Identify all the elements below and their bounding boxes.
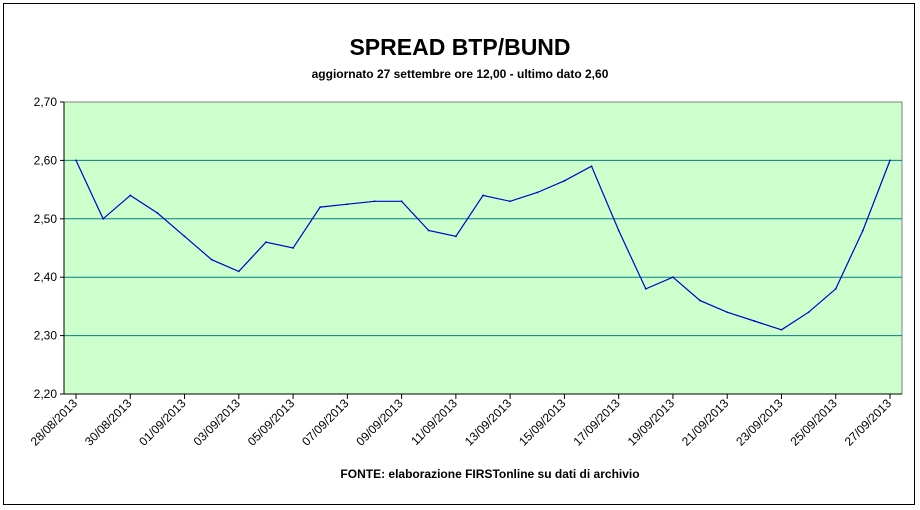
- data-point: [183, 235, 186, 238]
- x-tick-label: 17/09/2013: [570, 396, 623, 449]
- chart-source: FONTE: elaborazione FIRSTonline su dati …: [340, 467, 640, 481]
- x-tick-label: 23/09/2013: [733, 396, 786, 449]
- data-point: [346, 203, 349, 206]
- data-point: [482, 194, 484, 197]
- data-point: [617, 229, 620, 232]
- data-point: [129, 194, 132, 197]
- data-point: [75, 159, 77, 162]
- x-tick-label: 30/08/2013: [82, 396, 135, 449]
- x-tick-label: 11/09/2013: [408, 396, 460, 448]
- data-point: [156, 212, 159, 214]
- data-point: [319, 206, 322, 209]
- data-point: [210, 258, 213, 261]
- x-tick-label: 27/09/2013: [842, 396, 895, 449]
- data-point: [726, 311, 729, 314]
- plot-area: [63, 101, 903, 395]
- chart-title: SPREAD BTP/BUND: [349, 34, 571, 60]
- y-tick-label: 2,60: [34, 153, 58, 167]
- x-tick-label: 13/09/2013: [462, 396, 515, 449]
- data-point: [102, 217, 105, 220]
- y-tick-label: 2,30: [34, 329, 58, 343]
- data-point: [400, 200, 403, 203]
- x-tick-label: 19/09/2013: [625, 396, 678, 449]
- data-point: [672, 276, 674, 279]
- data-point: [563, 179, 566, 182]
- data-point: [509, 200, 512, 203]
- x-tick-label: 07/09/2013: [299, 396, 352, 449]
- y-tick-label: 2,20: [34, 387, 58, 401]
- data-point: [780, 328, 783, 331]
- data-point: [834, 287, 837, 290]
- data-point: [536, 191, 539, 194]
- x-tick-label: 01/09/2013: [136, 396, 189, 449]
- y-tick-label: 2,70: [34, 95, 58, 109]
- x-tick-label: 28/08/2013: [28, 396, 81, 449]
- data-point: [590, 165, 593, 168]
- data-point: [807, 311, 810, 314]
- data-point: [427, 229, 430, 232]
- x-tick-label: 09/09/2013: [353, 396, 406, 449]
- y-tick-label: 2,40: [34, 270, 58, 284]
- data-point: [753, 320, 756, 322]
- data-point: [373, 200, 376, 203]
- x-tick-label: 21/09/2013: [679, 396, 732, 449]
- data-point: [889, 159, 891, 162]
- x-tick-label: 03/09/2013: [191, 396, 244, 449]
- data-point: [861, 229, 864, 232]
- chart-frame: [3, 3, 915, 505]
- data-point: [699, 299, 701, 302]
- data-point: [292, 247, 294, 249]
- x-tick-label: 25/09/2013: [787, 396, 840, 449]
- chart-subtitle: aggiornato 27 settembre ore 12,00 - ulti…: [311, 67, 609, 81]
- y-tick-label: 2,50: [34, 212, 58, 226]
- data-point: [644, 287, 647, 290]
- data-point: [237, 270, 240, 273]
- x-tick-label: 15/09/2013: [516, 396, 569, 449]
- data-point: [265, 241, 267, 244]
- x-tick-label: 05/09/2013: [245, 396, 298, 449]
- data-point: [454, 235, 457, 238]
